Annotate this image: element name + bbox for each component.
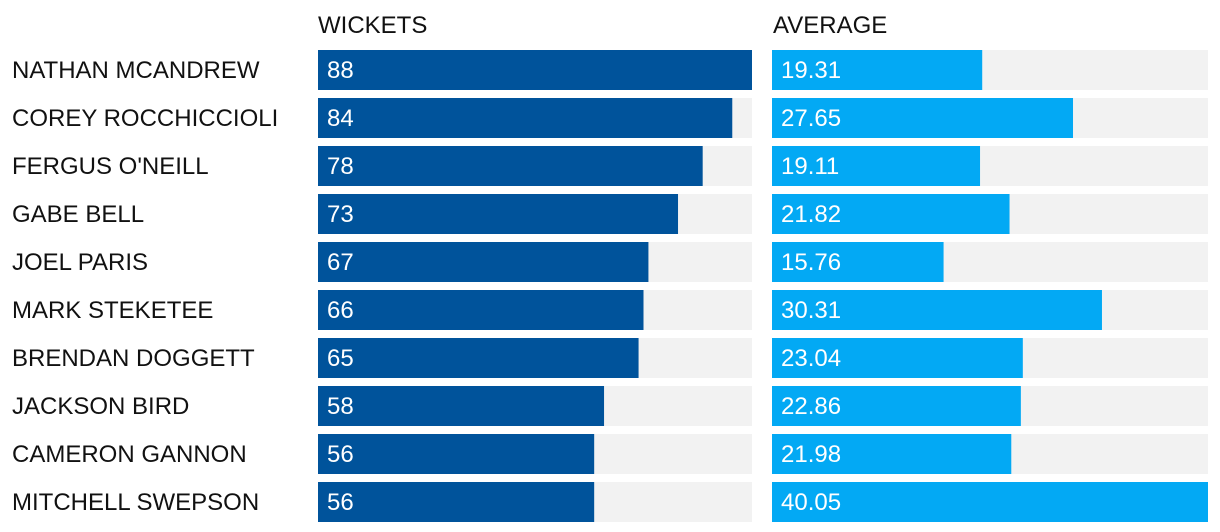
wickets-bar <box>318 194 679 234</box>
wickets-bar <box>318 386 605 426</box>
average-value-label: 30.31 <box>781 297 841 324</box>
average-value-label: 21.98 <box>781 441 841 468</box>
wickets-header: WICKETS <box>318 12 427 39</box>
player-name-label: MITCHELL SWEPSON <box>12 489 259 516</box>
player-name-label: GABE BELL <box>12 201 144 228</box>
wickets-bar <box>318 98 733 138</box>
wickets-bar <box>318 434 595 474</box>
wickets-bar <box>318 482 595 522</box>
wickets-bar <box>318 290 644 330</box>
player-name-label: BRENDAN DOGGETT <box>12 345 255 372</box>
wickets-value-label: 58 <box>327 393 354 420</box>
average-bar <box>772 194 1010 234</box>
wickets-value-label: 56 <box>327 441 354 468</box>
average-bar <box>772 482 1208 522</box>
wickets-value-label: 56 <box>327 489 354 516</box>
wickets-value-label: 67 <box>327 249 354 276</box>
average-bar <box>772 242 944 282</box>
average-bar <box>772 50 983 90</box>
wickets-value-label: 78 <box>327 153 354 180</box>
average-value-label: 27.65 <box>781 105 841 132</box>
player-name-label: CAMERON GANNON <box>12 441 247 468</box>
average-bar <box>772 338 1023 378</box>
wickets-bar <box>318 50 752 90</box>
average-value-label: 19.11 <box>781 153 839 180</box>
average-value-label: 15.76 <box>781 249 841 276</box>
player-name-label: NATHAN MCANDREW <box>12 57 260 84</box>
wickets-value-label: 66 <box>327 297 354 324</box>
player-names: NATHAN MCANDREW COREY ROCCHICCIOLI FERGUS … <box>12 57 278 516</box>
wickets-bar <box>318 242 649 282</box>
wickets-value-label: 84 <box>327 105 354 132</box>
average-bar <box>772 386 1021 426</box>
average-value-label: 19.31 <box>781 57 841 84</box>
wickets-bars: 88 84 78 73 67 66 65 58 56 56 <box>318 50 752 522</box>
average-bar <box>772 146 981 186</box>
player-name-label: JACKSON BIRD <box>12 393 189 420</box>
player-name-label: COREY ROCCHICCIOLI <box>12 105 278 132</box>
wickets-value-label: 73 <box>327 201 354 228</box>
column-headers: WICKETS AVERAGE <box>318 12 887 39</box>
wickets-bar <box>318 146 703 186</box>
average-value-label: 23.04 <box>781 345 841 372</box>
player-name-label: JOEL PARIS <box>12 249 148 276</box>
average-bars: 19.31 27.65 19.11 21.82 15.76 30.31 23.04 22.86… <box>772 50 1208 522</box>
average-bar <box>772 98 1074 138</box>
average-value-label: 40.05 <box>781 489 841 516</box>
wickets-bar <box>318 338 639 378</box>
average-bar <box>772 434 1012 474</box>
wickets-value-label: 65 <box>327 345 354 372</box>
average-bar <box>772 290 1102 330</box>
wickets-value-label: 88 <box>327 57 354 84</box>
average-header: AVERAGE <box>773 12 887 39</box>
average-value-label: 21.82 <box>781 201 841 228</box>
player-name-label: MARK STEKETEE <box>12 297 213 324</box>
player-name-label: FERGUS O'NEILL <box>12 153 209 180</box>
average-value-label: 22.86 <box>781 393 841 420</box>
